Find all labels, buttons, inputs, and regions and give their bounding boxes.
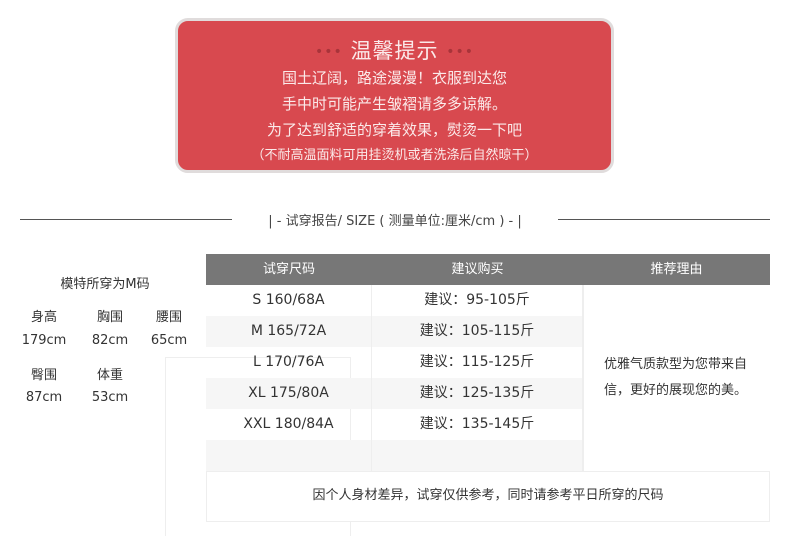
table-row-empty [206, 440, 770, 471]
header-reason: 推荐理由 [650, 262, 703, 277]
table-footer-note: 因个人身材差异，试穿仅供参考，同时请参考平日所穿的尺码 [206, 471, 770, 522]
advice-cell: 建议：115-125斤 [372, 347, 583, 378]
table-row: S 160/68A 建议：95-105斤 [206, 285, 770, 316]
notice-title: 温馨提示 [350, 39, 439, 63]
measure-value: 87cm [25, 390, 63, 405]
advice-cell: 建议：95-105斤 [372, 285, 583, 316]
section-heading: | - 试穿报告/ SIZE ( 测量单位:厘米/cm ) - | [268, 214, 522, 229]
notice-line: 手中时可能产生皱褶请多多谅解。 [281, 95, 507, 113]
measure-label: 臀围 [30, 368, 57, 383]
divider-right [558, 219, 770, 220]
measure-value: 179cm [21, 333, 67, 348]
table-row: XL 175/80A 建议：125-135斤 [206, 378, 770, 409]
guide-line [165, 357, 350, 358]
table-row: M 165/72A 建议：105-115斤 [206, 316, 770, 347]
advice-cell: 建议：125-135斤 [372, 378, 583, 409]
measure-label: 腰围 [155, 310, 182, 325]
size-cell: M 165/72A [206, 316, 372, 347]
header-size: 试穿尺码 [262, 262, 315, 277]
measure-value: 65cm [150, 333, 188, 348]
reason-cell: 优雅气质款型为您带来自信，更好的展现您的美。 [583, 285, 770, 471]
size-cell: XXL 180/84A [206, 409, 372, 440]
advice-cell: 建议：135-145斤 [372, 409, 583, 440]
divider-left [20, 219, 232, 220]
size-cell: L 170/76A [206, 347, 372, 378]
size-table: 试穿尺码 建议购买 推荐理由 S 160/68A 建议：95-105斤 M 165… [206, 254, 770, 471]
header-advice: 建议购买 [451, 262, 504, 277]
table-row: L 170/76A 建议：115-125斤 [206, 347, 770, 378]
measure-label: 体重 [96, 368, 123, 383]
advice-cell: 建议：105-115斤 [372, 316, 583, 347]
model-title: 模特所穿为M码 [60, 277, 150, 292]
notice-line: 国土辽阔，路途漫漫！衣服到达您 [281, 69, 507, 87]
measure-label: 胸围 [96, 310, 123, 325]
guide-line [165, 357, 166, 536]
size-cell: S 160/68A [206, 285, 372, 316]
notice-line: （不耐高温面料可用挂烫机或者洗涤后自然晾干） [251, 148, 538, 163]
notice-line: 为了达到舒适的穿着效果，熨烫一下吧 [266, 121, 522, 139]
measure-value: 53cm [91, 390, 129, 405]
size-cell: XL 175/80A [206, 378, 372, 409]
dots-decoration: ••• [315, 44, 343, 60]
dots-decoration: ••• [446, 44, 474, 60]
notice-banner: ••• 温馨提示 ••• 国土辽阔，路途漫漫！衣服到达您 手中时可能产生皱褶请多… [175, 18, 614, 173]
table-row: XXL 180/84A 建议：135-145斤 [206, 409, 770, 440]
measure-value: 82cm [91, 333, 129, 348]
measure-label: 身高 [30, 310, 57, 325]
table-header: 试穿尺码 建议购买 推荐理由 [206, 254, 770, 285]
